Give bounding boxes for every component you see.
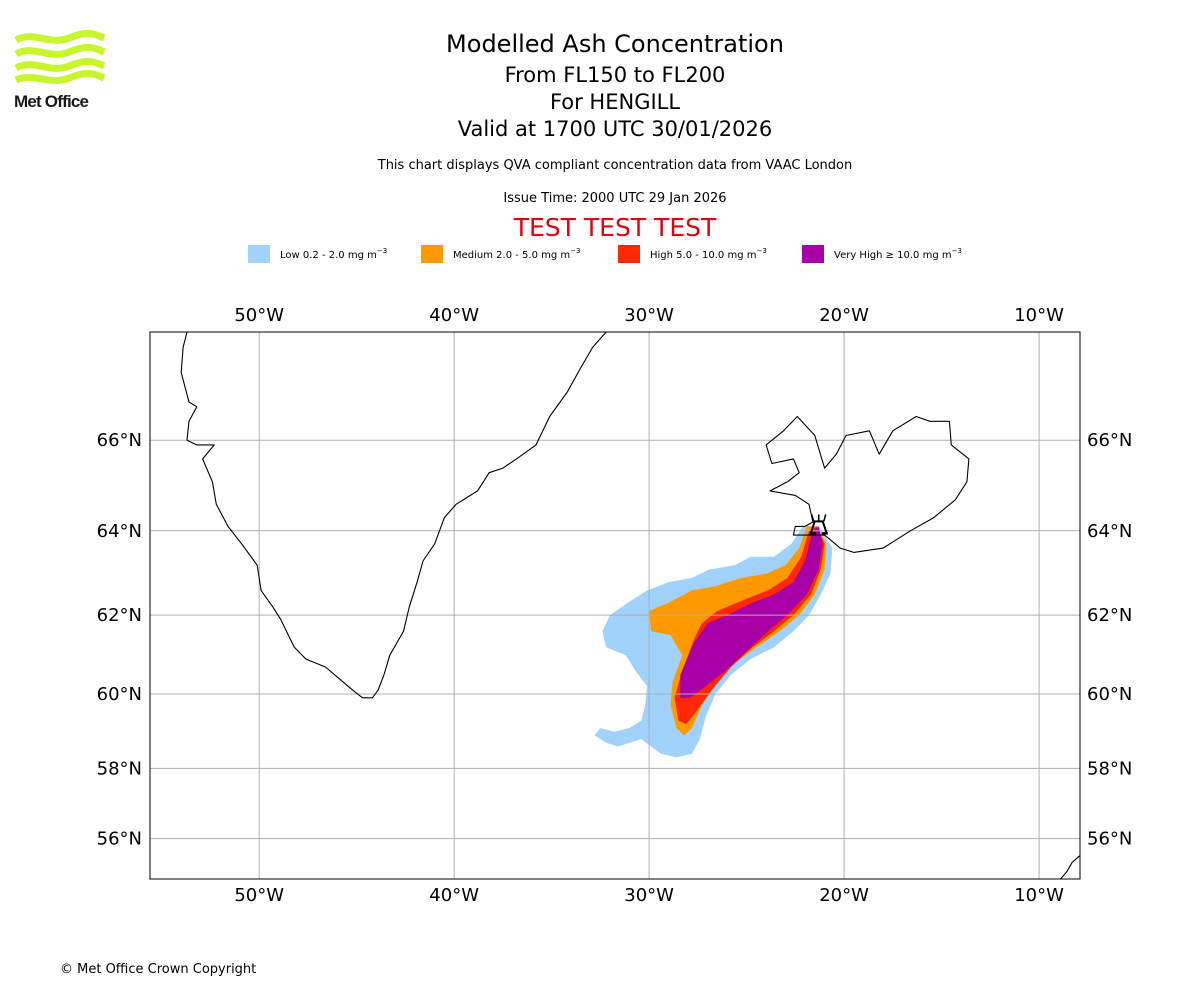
graticule bbox=[150, 332, 1080, 879]
volcano-name: For HENGILL bbox=[549, 90, 681, 114]
coastline-greenland-east bbox=[383, 332, 607, 675]
coastline-greenland-west bbox=[180, 332, 385, 699]
coastline-iceland bbox=[765, 415, 970, 553]
legend-swatch-low bbox=[248, 245, 270, 263]
coastlines bbox=[180, 332, 1080, 879]
legend-label: Very High ≥ 10.0 mg m−3 bbox=[834, 247, 962, 261]
chart-title: Modelled Ash Concentration bbox=[446, 30, 784, 58]
issue-time: Issue Time: 2000 UTC 29 Jan 2026 bbox=[503, 191, 727, 206]
met-office-waves-icon bbox=[14, 29, 106, 85]
test-banner: TEST TEST TEST bbox=[513, 213, 717, 242]
lon-label-bottom: 30°W bbox=[624, 885, 674, 906]
legend-item-low: Low 0.2 - 2.0 mg m−3 bbox=[248, 244, 387, 264]
lat-label-left: 58°N bbox=[97, 758, 142, 779]
map-frame bbox=[149, 331, 1081, 880]
ash-region-very-high bbox=[680, 526, 823, 698]
legend-label: Medium 2.0 - 5.0 mg m−3 bbox=[453, 247, 581, 261]
met-office-logo bbox=[14, 29, 106, 112]
lat-label-left: 56°N bbox=[97, 829, 142, 850]
legend-swatch-medium bbox=[421, 245, 443, 263]
lon-label-top: 10°W bbox=[1014, 305, 1064, 326]
volcano-icon bbox=[809, 514, 828, 535]
chart-description: This chart displays QVA compliant concen… bbox=[377, 158, 853, 173]
lon-label-top: 30°W bbox=[624, 305, 674, 326]
lon-label-bottom: 50°W bbox=[234, 885, 284, 906]
legend-item-medium: Medium 2.0 - 5.0 mg m−3 bbox=[421, 244, 580, 264]
lat-label-right: 56°N bbox=[1087, 829, 1132, 850]
legend-item-high: High 5.0 - 10.0 mg m−3 bbox=[618, 244, 767, 264]
flight-level-range: From FL150 to FL200 bbox=[504, 63, 726, 87]
legend-label: Low 0.2 - 2.0 mg m−3 bbox=[280, 247, 388, 261]
lat-label-right: 58°N bbox=[1087, 758, 1132, 779]
volcano-marker bbox=[809, 514, 828, 535]
lon-label-top: 40°W bbox=[429, 305, 479, 326]
valid-time: Valid at 1700 UTC 30/01/2026 bbox=[457, 117, 773, 141]
lat-label-left: 66°N bbox=[97, 430, 142, 451]
axis-labels: 50°W 50°W 40°W 40°W 30°W 30°W 20°W 20°W 10°W 10°W… bbox=[97, 305, 1133, 906]
lon-label-top: 20°W bbox=[819, 305, 869, 326]
copyright-notice: © Met Office Crown Copyright bbox=[60, 962, 257, 977]
legend-item-very-high: Very High ≥ 10.0 mg m−3 bbox=[802, 244, 962, 264]
coastline-scotland-corner bbox=[1060, 855, 1080, 879]
legend-label: High 5.0 - 10.0 mg m−3 bbox=[650, 247, 767, 261]
lat-label-right: 62°N bbox=[1087, 605, 1132, 626]
legend-swatch-very-high bbox=[802, 245, 824, 263]
logo-text: Met Office bbox=[14, 92, 89, 111]
lon-label-bottom: 10°W bbox=[1014, 885, 1064, 906]
map-background bbox=[150, 332, 1080, 879]
lon-label-bottom: 20°W bbox=[819, 885, 869, 906]
lat-label-right: 64°N bbox=[1087, 521, 1132, 542]
lat-label-right: 66°N bbox=[1087, 430, 1132, 451]
lon-label-bottom: 40°W bbox=[429, 885, 479, 906]
lat-label-left: 62°N bbox=[97, 605, 142, 626]
legend-swatch-high bbox=[618, 245, 640, 263]
lat-label-right: 60°N bbox=[1087, 684, 1132, 705]
lat-label-left: 64°N bbox=[97, 521, 142, 542]
lon-label-top: 50°W bbox=[234, 305, 284, 326]
lat-label-left: 60°N bbox=[97, 684, 142, 705]
ash-concentration-layer bbox=[594, 526, 833, 758]
